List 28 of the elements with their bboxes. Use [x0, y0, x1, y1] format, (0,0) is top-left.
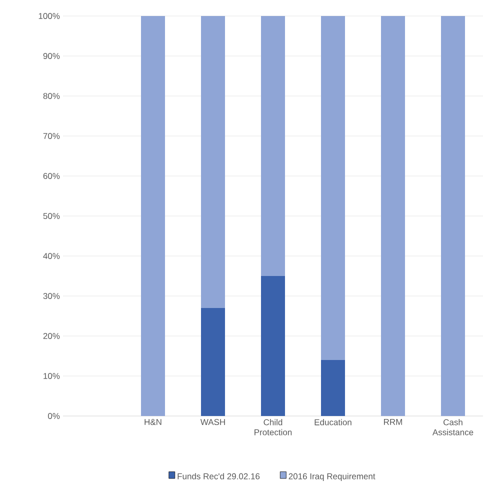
bar [201, 16, 226, 308]
bar [261, 16, 285, 276]
y-tick-label: 0% [48, 412, 60, 420]
y-tick-label: 100% [38, 12, 60, 19]
x-tick-label: WASH [200, 419, 225, 426]
y-tick-label: 10% [44, 372, 60, 380]
x-tick-label: Child Protection [254, 419, 292, 436]
y-tick-label: 60% [43, 172, 60, 179]
legend-label: Funds Rec'd 29.02.16 [178, 473, 260, 480]
y-tick-label: 20% [43, 332, 60, 340]
y-tick-label: 30% [43, 292, 60, 299]
y-tick-label: 70% [43, 132, 60, 139]
x-tick-label: H&N [144, 419, 162, 425]
bar [321, 16, 345, 360]
y-tick-label: 40% [43, 252, 60, 259]
bar [141, 16, 165, 416]
x-tick-label: RRM [384, 419, 402, 425]
x-tick-label: Education [314, 419, 352, 426]
bar [201, 308, 226, 416]
bar [441, 16, 465, 416]
y-tick-label: 80% [43, 92, 60, 99]
legend-label: 2016 Iraq Requirement [288, 473, 376, 481]
x-tick-label: Cash Assistance [432, 419, 474, 436]
bar [381, 16, 406, 416]
bar [261, 276, 285, 416]
bar [321, 360, 345, 416]
y-tick-label: 90% [43, 52, 60, 59]
y-tick-label: 50% [43, 212, 60, 219]
